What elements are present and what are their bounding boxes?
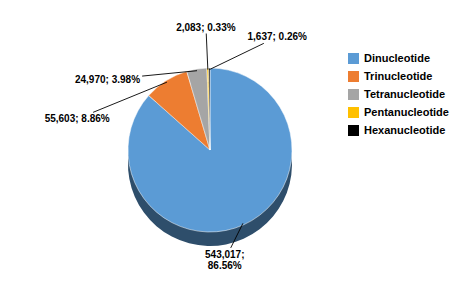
chart: 543,017;86.56% 55,603; 8.86% 24,970; 3.98%… xyxy=(0,0,474,296)
data-label-line: 1,637; 0.26% xyxy=(247,31,307,42)
legend: Dinucleotide Trinucleotide Tetranucleotide… xyxy=(348,52,449,136)
data-label-line: 86.56% xyxy=(208,260,242,271)
legend-swatch xyxy=(348,53,359,64)
legend-label: Trinucleotide xyxy=(364,70,432,82)
data-label: 55,603; 8.86% xyxy=(45,113,110,124)
slice xyxy=(128,68,292,232)
legend-label: Tetranucleotide xyxy=(364,88,445,100)
leader-lines xyxy=(93,34,264,248)
slice xyxy=(207,68,210,150)
leader-line xyxy=(231,223,243,248)
data-label-line: 55,603; 8.86% xyxy=(45,113,110,124)
legend-swatch xyxy=(348,107,359,118)
data-label: 543,017;86.56% xyxy=(205,249,244,271)
leader-line xyxy=(142,71,197,76)
pie xyxy=(128,68,292,232)
slice xyxy=(209,68,210,150)
slice xyxy=(187,68,210,150)
data-label-line: 2,083; 0.33% xyxy=(176,22,236,33)
leader-line xyxy=(93,82,167,112)
data-label-line: 543,017; xyxy=(205,249,244,260)
data-label-line: 24,970; 3.98% xyxy=(75,74,140,85)
legend-swatch xyxy=(348,71,359,82)
data-labels: 543,017;86.56% 55,603; 8.86% 24,970; 3.98%… xyxy=(45,22,307,271)
data-label: 1,637; 0.26% xyxy=(247,31,307,42)
data-label: 24,970; 3.98% xyxy=(75,74,140,85)
legend-label: Hexanucleotide xyxy=(364,124,445,136)
legend-label: Dinucleotide xyxy=(364,52,430,64)
legend-label: Pentanucleotide xyxy=(364,106,449,118)
legend-swatch xyxy=(348,125,359,136)
legend-swatch xyxy=(348,89,359,100)
data-label: 2,083; 0.33% xyxy=(176,22,236,33)
leader-line xyxy=(206,34,208,70)
leader-line xyxy=(209,43,263,69)
